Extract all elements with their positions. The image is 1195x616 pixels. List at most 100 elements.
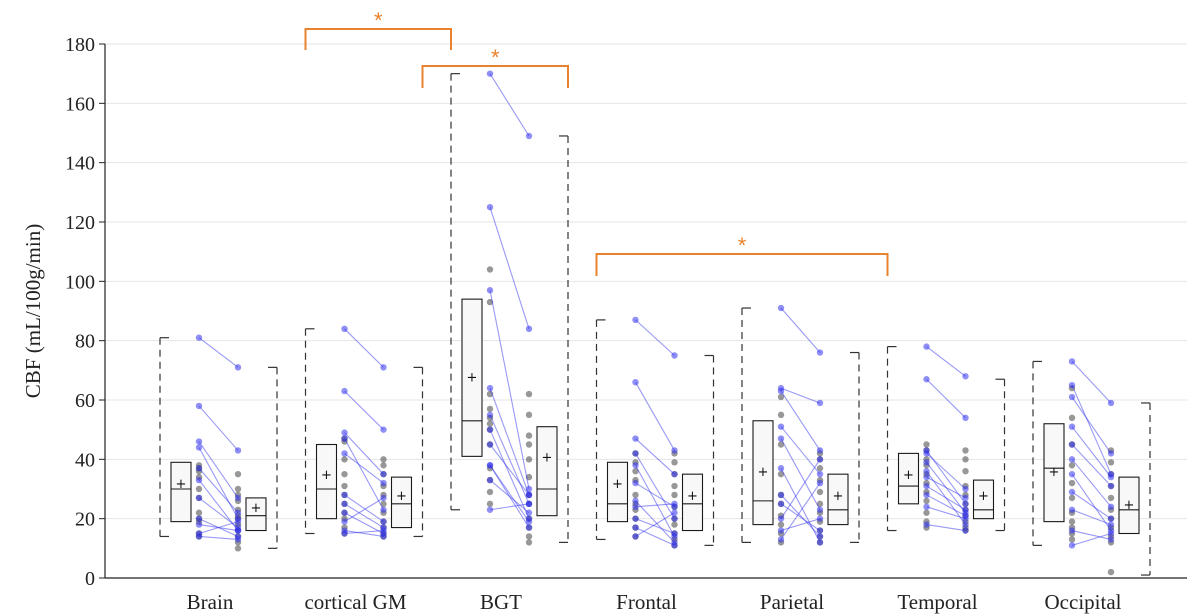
paired-line-4-2 — [780, 390, 821, 451]
gray-point-right-6-0 — [1107, 568, 1115, 576]
category-label-3: Frontal — [616, 590, 677, 614]
mean-marker-left: + — [903, 468, 914, 483]
paired-point-left-0-0 — [195, 334, 203, 341]
y-tick-label-80: 80 — [75, 331, 95, 353]
paired-line-5-8 — [926, 494, 966, 517]
paired-point-right-0-2 — [234, 494, 242, 502]
bracket-line-2 — [595, 253, 889, 276]
paired-point-left-3-3 — [632, 450, 639, 457]
paired-line-4-3 — [780, 426, 821, 475]
box-left-0: + — [159, 337, 192, 538]
paired-line-4-7 — [780, 503, 821, 531]
gray-point-right-1-10 — [380, 456, 387, 463]
paired-line-3-5 — [635, 482, 675, 508]
y-tick-label-120: 120 — [65, 212, 95, 234]
paired-line-0-1 — [198, 405, 239, 451]
paired-point-left-2-0 — [486, 70, 494, 77]
paired-point-right-0-4 — [234, 509, 242, 516]
mean-marker-left: + — [467, 370, 478, 385]
paired-point-right-4-1 — [816, 399, 824, 407]
significance-brackets: * * * — [304, 8, 889, 276]
paired-point-left-3-8 — [632, 515, 639, 522]
gray-point-left-4-2 — [777, 521, 785, 528]
paired-point-left-6-9 — [1068, 527, 1076, 534]
paired-point-right-6-0 — [1107, 399, 1115, 407]
iqr-box-right — [681, 473, 704, 532]
paired-point-right-2-7 — [525, 518, 533, 525]
paired-point-left-0-4 — [195, 465, 203, 472]
gray-point-left-4-9 — [777, 393, 785, 401]
paired-line-3-9 — [635, 527, 675, 546]
paired-line-6-4 — [1071, 444, 1112, 487]
gray-point-left-5-3 — [923, 497, 930, 505]
paired-point-right-6-5 — [1107, 503, 1115, 510]
paired-point-right-2-0 — [525, 132, 533, 140]
paired-point-left-2-6 — [486, 441, 494, 448]
mean-marker-right: + — [251, 501, 262, 516]
bracket-label-1: * — [491, 45, 500, 70]
paired-point-right-6-10 — [1107, 530, 1115, 537]
paired-point-right-4-5 — [816, 539, 824, 546]
iqr-box-left — [170, 461, 192, 523]
paired-point-right-5-7 — [962, 506, 969, 513]
gray-point-right-6-6 — [1107, 494, 1115, 502]
iqr-box-left — [897, 452, 920, 505]
box-left-6: + — [1032, 360, 1065, 546]
paired-line-2-4 — [489, 414, 530, 505]
gray-point-right-2-7 — [525, 456, 533, 463]
paired-point-left-3-1 — [632, 379, 639, 386]
paired-line-5-0 — [926, 346, 966, 377]
paired-line-5-9 — [926, 506, 966, 520]
paired-line-0-10 — [198, 535, 239, 540]
y-tick-label-140: 140 — [65, 153, 95, 175]
bracket-line-1 — [421, 65, 569, 88]
paired-point-right-3-0 — [671, 352, 678, 359]
bracket-line-0 — [304, 28, 452, 50]
gray-point-right-3-9 — [671, 459, 678, 466]
gray-point-left-2-8 — [486, 405, 494, 413]
paired-point-left-4-3 — [777, 423, 785, 430]
paired-line-4-10 — [780, 482, 821, 540]
bracket-2: * — [595, 233, 889, 276]
paired-point-left-4-9 — [777, 527, 785, 534]
paired-point-right-6-2 — [1107, 450, 1115, 457]
box-right-5: + — [972, 378, 1006, 532]
paired-point-right-4-3 — [816, 470, 824, 478]
paired-point-right-1-4 — [380, 479, 387, 487]
paired-point-left-4-4 — [777, 435, 785, 442]
gray-point-right-2-1 — [525, 533, 533, 540]
paired-point-right-6-8 — [1107, 521, 1115, 528]
paired-line-5-6 — [926, 476, 966, 499]
paired-line-3-3 — [635, 453, 675, 519]
iqr-box-left — [752, 420, 774, 526]
grid-lines — [105, 43, 1187, 520]
paired-line-5-7 — [926, 485, 966, 511]
paired-point-left-4-6 — [777, 491, 785, 499]
y-axis-label: CBF (mL/100g/min) — [21, 224, 45, 398]
gray-point-right-1-9 — [380, 462, 387, 469]
mean-marker-right: + — [1124, 498, 1135, 513]
paired-line-1-3 — [344, 438, 384, 511]
paired-point-left-6-6 — [1068, 470, 1076, 478]
paired-point-right-2-1 — [525, 325, 533, 332]
paired-point-left-1-8 — [341, 518, 348, 525]
paired-point-left-2-8 — [486, 462, 494, 469]
iqr-box-right — [1118, 476, 1140, 535]
paired-line-4-1 — [780, 387, 821, 404]
category-label-0: Brain — [187, 590, 234, 614]
paired-line-6-6 — [1071, 473, 1112, 531]
paired-point-left-5-9 — [923, 503, 930, 510]
box-right-3: + — [681, 354, 715, 546]
paired-line-2-6 — [489, 444, 530, 496]
gray-point-right-3-3 — [671, 521, 678, 528]
paired-line-3-1 — [635, 381, 675, 451]
iqr-box-right — [245, 497, 267, 532]
bracket-1: * — [421, 45, 569, 88]
paired-line-3-10 — [635, 512, 675, 537]
y-tick-label-100: 100 — [65, 271, 95, 293]
gray-point-right-2-0 — [525, 539, 533, 546]
paired-point-right-3-3 — [671, 515, 678, 522]
paired-point-left-3-6 — [632, 497, 639, 505]
gray-point-left-2-0 — [486, 500, 494, 508]
paired-point-right-3-9 — [671, 542, 678, 549]
